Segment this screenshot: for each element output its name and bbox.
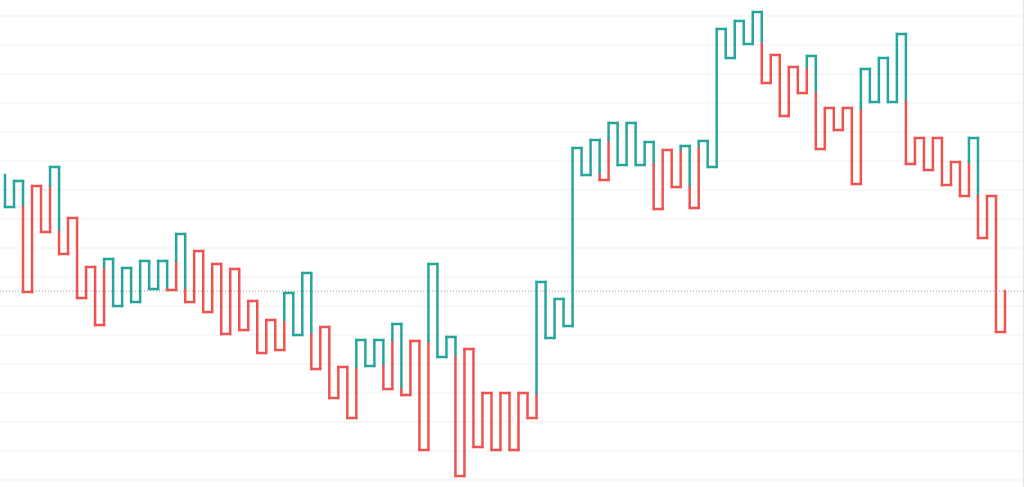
chart xyxy=(0,0,1024,487)
page: {"chart_data": { "type": "kagi", "values… xyxy=(0,0,1024,487)
